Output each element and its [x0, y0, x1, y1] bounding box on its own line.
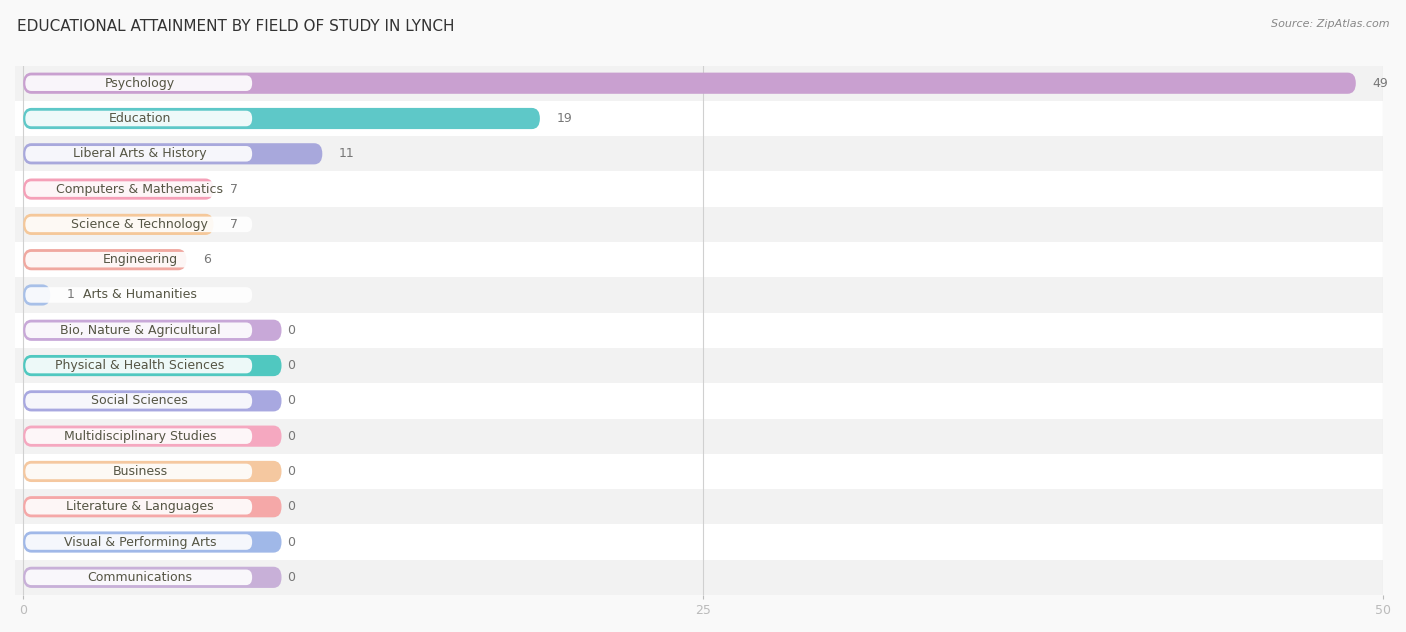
Bar [15, 560, 1384, 595]
Text: 49: 49 [1372, 76, 1388, 90]
Text: 0: 0 [287, 359, 295, 372]
Bar [15, 136, 1384, 171]
FancyBboxPatch shape [25, 217, 252, 232]
Text: Education: Education [108, 112, 172, 125]
Bar [15, 313, 1384, 348]
FancyBboxPatch shape [25, 428, 252, 444]
Text: Multidisciplinary Studies: Multidisciplinary Studies [63, 430, 217, 442]
FancyBboxPatch shape [22, 567, 281, 588]
FancyBboxPatch shape [22, 391, 281, 411]
FancyBboxPatch shape [25, 146, 252, 162]
Text: Computers & Mathematics: Computers & Mathematics [56, 183, 224, 195]
Bar [15, 66, 1384, 101]
Text: Physical & Health Sciences: Physical & Health Sciences [55, 359, 225, 372]
Text: 0: 0 [287, 571, 295, 584]
Text: Source: ZipAtlas.com: Source: ZipAtlas.com [1271, 19, 1389, 29]
Text: 19: 19 [557, 112, 572, 125]
FancyBboxPatch shape [22, 425, 281, 447]
FancyBboxPatch shape [22, 532, 281, 552]
Text: 0: 0 [287, 465, 295, 478]
Bar [15, 454, 1384, 489]
Bar [15, 418, 1384, 454]
Text: EDUCATIONAL ATTAINMENT BY FIELD OF STUDY IN LYNCH: EDUCATIONAL ATTAINMENT BY FIELD OF STUDY… [17, 19, 454, 34]
FancyBboxPatch shape [25, 252, 252, 267]
Text: 1: 1 [66, 288, 75, 301]
Bar [15, 277, 1384, 313]
FancyBboxPatch shape [25, 569, 252, 585]
Text: Psychology: Psychology [105, 76, 174, 90]
FancyBboxPatch shape [22, 320, 281, 341]
FancyBboxPatch shape [22, 496, 281, 518]
FancyBboxPatch shape [22, 461, 281, 482]
FancyBboxPatch shape [25, 181, 252, 197]
FancyBboxPatch shape [22, 178, 214, 200]
Text: 7: 7 [229, 183, 238, 195]
Text: Communications: Communications [87, 571, 193, 584]
FancyBboxPatch shape [22, 214, 214, 235]
Text: Liberal Arts & History: Liberal Arts & History [73, 147, 207, 161]
FancyBboxPatch shape [25, 499, 252, 514]
FancyBboxPatch shape [25, 464, 252, 479]
FancyBboxPatch shape [22, 249, 187, 270]
FancyBboxPatch shape [25, 287, 252, 303]
Text: 0: 0 [287, 535, 295, 549]
Bar [15, 101, 1384, 136]
FancyBboxPatch shape [25, 111, 252, 126]
Bar [15, 489, 1384, 525]
Text: 7: 7 [229, 218, 238, 231]
Text: 0: 0 [287, 394, 295, 408]
FancyBboxPatch shape [22, 143, 322, 164]
Text: 0: 0 [287, 430, 295, 442]
Text: Social Sciences: Social Sciences [91, 394, 188, 408]
FancyBboxPatch shape [22, 73, 1355, 94]
Bar [15, 383, 1384, 418]
Text: 0: 0 [287, 501, 295, 513]
Text: Arts & Humanities: Arts & Humanities [83, 288, 197, 301]
FancyBboxPatch shape [22, 284, 51, 305]
FancyBboxPatch shape [25, 358, 252, 374]
FancyBboxPatch shape [25, 75, 252, 91]
Bar [15, 525, 1384, 560]
FancyBboxPatch shape [22, 108, 540, 129]
Bar [15, 348, 1384, 383]
Bar [15, 171, 1384, 207]
FancyBboxPatch shape [22, 355, 281, 376]
FancyBboxPatch shape [25, 393, 252, 409]
Bar [15, 242, 1384, 277]
Text: Visual & Performing Arts: Visual & Performing Arts [63, 535, 217, 549]
Text: 6: 6 [202, 253, 211, 266]
Text: Engineering: Engineering [103, 253, 177, 266]
Text: Literature & Languages: Literature & Languages [66, 501, 214, 513]
FancyBboxPatch shape [25, 534, 252, 550]
Text: Bio, Nature & Agricultural: Bio, Nature & Agricultural [59, 324, 221, 337]
Bar [15, 207, 1384, 242]
Text: Business: Business [112, 465, 167, 478]
Text: 0: 0 [287, 324, 295, 337]
Text: 11: 11 [339, 147, 354, 161]
Text: Science & Technology: Science & Technology [72, 218, 208, 231]
FancyBboxPatch shape [25, 322, 252, 338]
